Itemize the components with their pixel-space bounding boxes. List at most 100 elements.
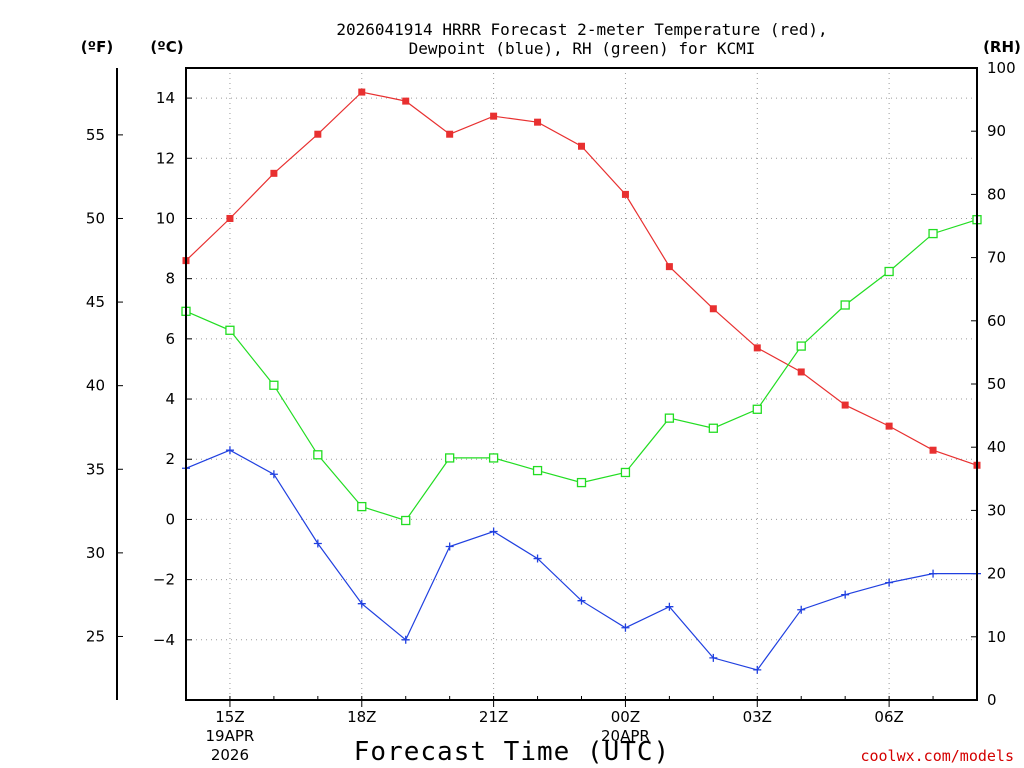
dewpoint-point <box>313 539 322 548</box>
temperature-point <box>270 169 278 177</box>
rh-point <box>708 423 718 433</box>
series-group <box>181 88 982 674</box>
temperature-point <box>534 118 542 126</box>
fahrenheit-tick-label: 55 <box>86 126 105 144</box>
dewpoint-point <box>709 653 718 662</box>
rh-tick-label: 90 <box>987 122 1006 140</box>
temperature-point <box>929 446 937 454</box>
rh-line <box>185 219 978 522</box>
x-tick-date-label: 19APR <box>206 727 255 745</box>
rh-point <box>840 300 850 310</box>
rh-tick-label: 30 <box>987 501 1006 519</box>
fahrenheit-tick-label: 25 <box>86 627 105 645</box>
celsius-tick-label: 8 <box>165 270 175 288</box>
dewpoint-point <box>621 623 630 632</box>
rh-unit-label: (RH) <box>983 38 1021 56</box>
temperature-point <box>665 263 673 271</box>
fahrenheit-tick-label: 35 <box>86 460 105 478</box>
rh-point <box>576 477 587 488</box>
fahrenheit-tick-label: 40 <box>86 377 105 395</box>
plot-frame <box>185 67 978 701</box>
temperature-point <box>709 305 717 313</box>
rh-point <box>445 453 455 463</box>
temperature-point <box>885 422 893 430</box>
watermark: coolwx.com/models <box>860 747 1014 765</box>
rh-point <box>313 450 323 460</box>
rh-point <box>488 453 499 463</box>
rh-tick-label: 50 <box>987 375 1006 393</box>
rh-tick-label: 60 <box>987 312 1006 330</box>
celsius-tick-label: 12 <box>156 149 175 167</box>
x-tick-label: 21Z <box>479 708 508 726</box>
celsius-tick-label: 6 <box>165 330 175 348</box>
fahrenheit-unit-label: (ºF) <box>81 38 113 56</box>
temperature-point <box>578 142 585 150</box>
rh-point <box>401 515 411 526</box>
dewpoint-point <box>841 590 850 599</box>
x-tick-label: 00Z <box>611 708 640 726</box>
fahrenheit-tick-label: 50 <box>86 209 105 227</box>
rh-point <box>620 467 631 478</box>
dewpoint-point <box>489 527 498 536</box>
celsius-tick-label: 0 <box>165 510 175 528</box>
x-axis-title: Forecast Time (UTC) <box>354 737 670 767</box>
dewpoint-point <box>357 599 366 608</box>
temperature-point <box>797 368 805 376</box>
celsius-unit-label: (ºC) <box>150 38 183 56</box>
temperature-point <box>621 190 629 198</box>
rh-point <box>269 380 279 390</box>
rh-point <box>928 228 938 239</box>
dewpoint-point <box>225 446 234 455</box>
x-tick-label: 15Z <box>215 708 244 726</box>
dewpoint-point <box>445 542 454 551</box>
x-tick-date-label: 20APR <box>601 727 650 745</box>
rh-tick-label: 10 <box>987 628 1006 646</box>
rh-point <box>225 325 235 335</box>
rh-point <box>796 341 806 351</box>
celsius-tick-label: −2 <box>153 571 175 589</box>
dewpoint-point <box>577 596 586 605</box>
celsius-tick-label: 4 <box>165 390 175 408</box>
fahrenheit-tick-label: 45 <box>86 293 105 311</box>
rh-point <box>884 266 894 277</box>
rh-tick-label: 100 <box>987 59 1016 77</box>
dewpoint-point <box>885 578 894 587</box>
x-tick-label: 03Z <box>743 708 772 726</box>
celsius-tick-label: 10 <box>156 209 175 227</box>
dewpoint-point <box>401 635 410 644</box>
chart-title-line-2: Dewpoint (blue), RH (green) for KCMI <box>409 39 756 58</box>
chart-title-line-1: 2026041914 HRRR Forecast 2-meter Tempera… <box>336 20 827 39</box>
rh-tick-label: 40 <box>987 438 1006 456</box>
temperature-point <box>753 344 761 352</box>
dewpoint-point <box>753 665 762 674</box>
x-tick-label: 06Z <box>874 708 903 726</box>
rh-tick-label: 80 <box>987 185 1006 203</box>
temperature-point <box>402 97 410 105</box>
rh-point <box>664 413 675 423</box>
x-tick-year-label: 2026 <box>211 746 249 764</box>
dewpoint-point <box>797 605 806 614</box>
temperature-point <box>358 88 366 96</box>
celsius-tick-label: 14 <box>156 89 175 107</box>
celsius-tick-label: 2 <box>165 450 175 468</box>
rh-point <box>752 404 762 414</box>
dewpoint-point <box>665 602 674 611</box>
dewpoint-point <box>929 569 938 578</box>
x-tick-label: 18Z <box>347 708 376 726</box>
temperature-point <box>226 214 234 222</box>
dewpoint-point <box>269 470 278 479</box>
temperature-point <box>446 130 454 138</box>
dewpoint-point <box>533 554 542 563</box>
rh-tick-label: 0 <box>987 691 997 709</box>
rh-point <box>532 465 543 476</box>
rh-tick-label: 20 <box>987 565 1006 583</box>
celsius-tick-label: −4 <box>153 631 175 649</box>
rh-tick-label: 70 <box>987 249 1006 267</box>
rh-point <box>357 501 367 512</box>
temperature-point <box>841 401 849 409</box>
temperature-point <box>314 130 322 138</box>
temperature-point <box>490 112 498 120</box>
grid <box>186 68 977 700</box>
